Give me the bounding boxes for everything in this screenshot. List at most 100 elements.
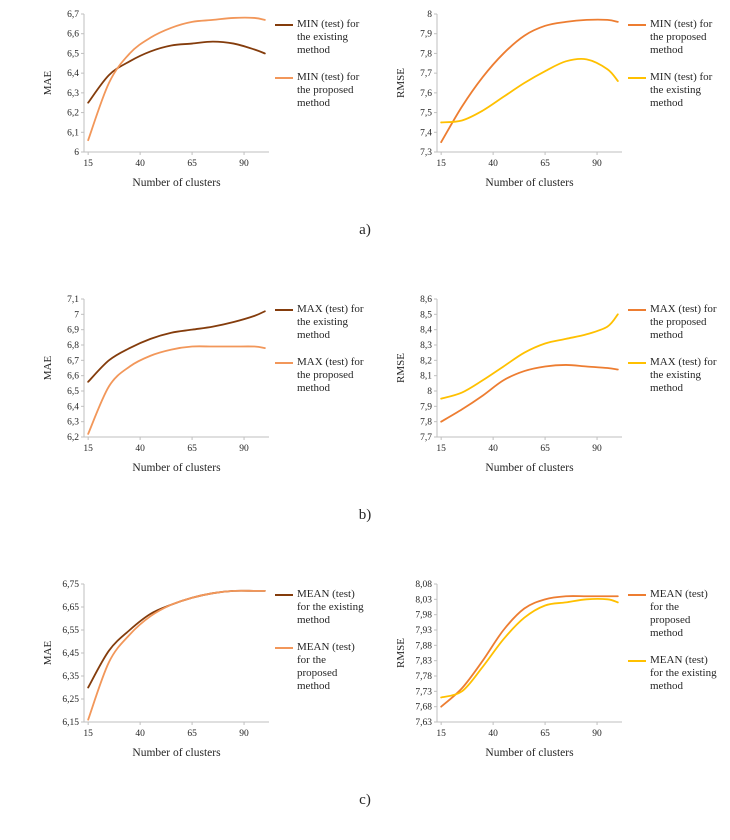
y-tick-label: 6,35 (62, 672, 79, 682)
figure-section-b: 6,2 6,3 6,4 6,5 6,6 6,7 6,8 6,9 7 7,1 15 40 65 90 MAE N… (0, 291, 730, 524)
legend-item: MIN (test) for the existing method (275, 18, 367, 57)
legend: MAX (test) for the proposed method MAX (t… (628, 291, 720, 395)
legend-item: MAX (test) for the proposed method (628, 303, 720, 342)
x-tick-label: 65 (187, 729, 197, 739)
series-line-2 (440, 57, 619, 124)
x-tick-label: 15 (436, 444, 446, 454)
series-line-2 (87, 345, 266, 435)
y-tick-label: 6,6 (67, 30, 79, 40)
plot-svg: 7,7 7,8 7,9 8 8,1 8,2 8,3 8,4 8,5 8,6 15 40 65 90 RMSE… (395, 295, 622, 474)
y-axis-title: MAE (42, 641, 54, 666)
legend-label: MAX (test) for the proposed method (297, 355, 364, 394)
y-tick-label: 7,3 (420, 148, 432, 158)
x-tick-label: 15 (83, 159, 93, 169)
y-tick-label: 6,6 (67, 372, 79, 382)
x-tick-label: 90 (592, 444, 602, 454)
y-tick-label: 6,9 (67, 326, 79, 336)
x-tick-label: 65 (540, 729, 550, 739)
x-tick-label: 90 (592, 729, 602, 739)
legend-line-marker (628, 309, 646, 311)
y-tick-label: 7 (74, 310, 79, 320)
legend-item: MEAN (test) for the proposed method (275, 641, 367, 693)
x-tick-label: 65 (540, 444, 550, 454)
legend-line-marker (275, 309, 293, 311)
legend-line-marker (275, 24, 293, 26)
y-axis-title: RMSE (395, 638, 407, 668)
x-tick-label: 40 (488, 444, 498, 454)
y-tick-label: 6,4 (67, 69, 79, 79)
legend-line-marker (275, 76, 293, 79)
series-line-2 (440, 313, 619, 400)
y-tick-label: 6,4 (67, 402, 79, 412)
y-tick-label: 7,63 (415, 718, 432, 728)
y-axis-title: MAE (42, 356, 54, 381)
chart-rmse-max: 7,7 7,8 7,9 8 8,1 8,2 8,3 8,4 8,5 8,6 15 40 65 90 RMSE… (393, 291, 720, 477)
legend-label: MAX (test) for the existing method (297, 303, 364, 341)
plot-svg: 6,2 6,3 6,4 6,5 6,6 6,7 6,8 6,9 7 7,1 15 40 65 90 MAE N… (42, 295, 269, 474)
x-tick-label: 15 (83, 444, 93, 454)
y-tick-label: 8,4 (420, 326, 432, 336)
y-tick-label: 7,7 (420, 433, 432, 443)
charts-row-a: 6 6,1 6,2 6,3 6,4 6,5 6,6 6,7 15 40 65 90 MAE Number … (0, 6, 730, 192)
y-tick-label: 6,7 (67, 10, 79, 20)
legend: MIN (test) for the proposed method MIN (t… (628, 6, 720, 110)
legend-item: MEAN (test) for the proposed method (628, 588, 720, 640)
y-tick-label: 6,75 (62, 580, 79, 590)
y-tick-label: 8 (427, 387, 432, 397)
chart-mae-mean: 6,15 6,25 6,35 6,45 6,55 6,65 6,75 15 40 65 90 MAE N… (40, 576, 367, 762)
legend-label: MEAN (test) for the existing method (297, 588, 364, 626)
y-tick-label: 8,08 (415, 580, 432, 590)
y-tick-label: 6,2 (67, 109, 79, 119)
legend-line-marker (275, 594, 293, 596)
y-tick-label: 6,5 (67, 387, 79, 397)
x-axis-title: Number of clusters (132, 177, 221, 189)
y-tick-label: 7,98 (415, 611, 432, 621)
x-tick-label: 65 (540, 159, 550, 169)
y-tick-label: 6,65 (62, 603, 79, 613)
y-tick-label: 6 (74, 148, 79, 158)
legend-line-marker (275, 361, 293, 364)
y-tick-label: 7,9 (420, 402, 432, 412)
x-axis-title: Number of clusters (485, 177, 574, 189)
legend-label: MIN (test) for the existing method (650, 70, 713, 109)
legend-item: MIN (test) for the existing method (628, 71, 720, 110)
legend-line-marker (628, 361, 646, 364)
y-tick-label: 7,1 (67, 295, 79, 305)
y-tick-label: 6,8 (67, 341, 79, 351)
legend-line-marker (628, 24, 646, 26)
x-axis-title: Number of clusters (485, 747, 574, 759)
plot-svg: 6 6,1 6,2 6,3 6,4 6,5 6,6 6,7 15 40 65 90 MAE Number … (42, 10, 269, 189)
legend-label: MIN (test) for the proposed method (297, 70, 360, 109)
x-tick-label: 15 (436, 729, 446, 739)
y-tick-label: 7,7 (420, 69, 432, 79)
chart-mae-min: 6 6,1 6,2 6,3 6,4 6,5 6,6 6,7 15 40 65 90 MAE Number … (40, 6, 367, 192)
y-tick-label: 7,8 (420, 49, 432, 59)
figure-section-a: 6 6,1 6,2 6,3 6,4 6,5 6,6 6,7 15 40 65 90 MAE Number … (0, 6, 730, 239)
figure-page: 6 6,1 6,2 6,3 6,4 6,5 6,6 6,7 15 40 65 90 MAE Number … (0, 6, 730, 808)
y-tick-label: 6,1 (67, 128, 79, 138)
y-tick-label: 7,93 (415, 626, 432, 636)
series-line-2 (87, 16, 266, 142)
legend-label: MAX (test) for the existing method (650, 355, 717, 394)
y-tick-label: 8,5 (420, 310, 432, 320)
legend-label: MEAN (test) for the proposed method (650, 588, 708, 639)
x-tick-label: 90 (239, 159, 249, 169)
y-tick-label: 7,88 (415, 641, 432, 651)
y-tick-label: 6,3 (67, 418, 79, 428)
series-line-1 (440, 18, 619, 144)
figure-label-c: c) (359, 792, 371, 808)
series-line-1 (87, 310, 266, 383)
y-tick-label: 6,15 (62, 718, 79, 728)
legend-line-marker (628, 76, 646, 79)
y-tick-label: 8,03 (415, 595, 432, 605)
chart-rmse-mean: 7,63 7,68 7,73 7,78 7,83 7,88 7,93 7,98 8,03 8,08… (393, 576, 720, 762)
legend-label: MEAN (test) for the proposed method (297, 640, 355, 692)
y-tick-label: 8,6 (420, 295, 432, 305)
y-axis-title: RMSE (395, 68, 407, 98)
figure-label-a: a) (359, 222, 371, 238)
legend-line-marker (628, 594, 646, 596)
series-line-2 (440, 598, 619, 699)
x-axis-title: Number of clusters (132, 462, 221, 474)
legend-item: MIN (test) for the proposed method (628, 18, 720, 57)
x-tick-label: 15 (436, 159, 446, 169)
